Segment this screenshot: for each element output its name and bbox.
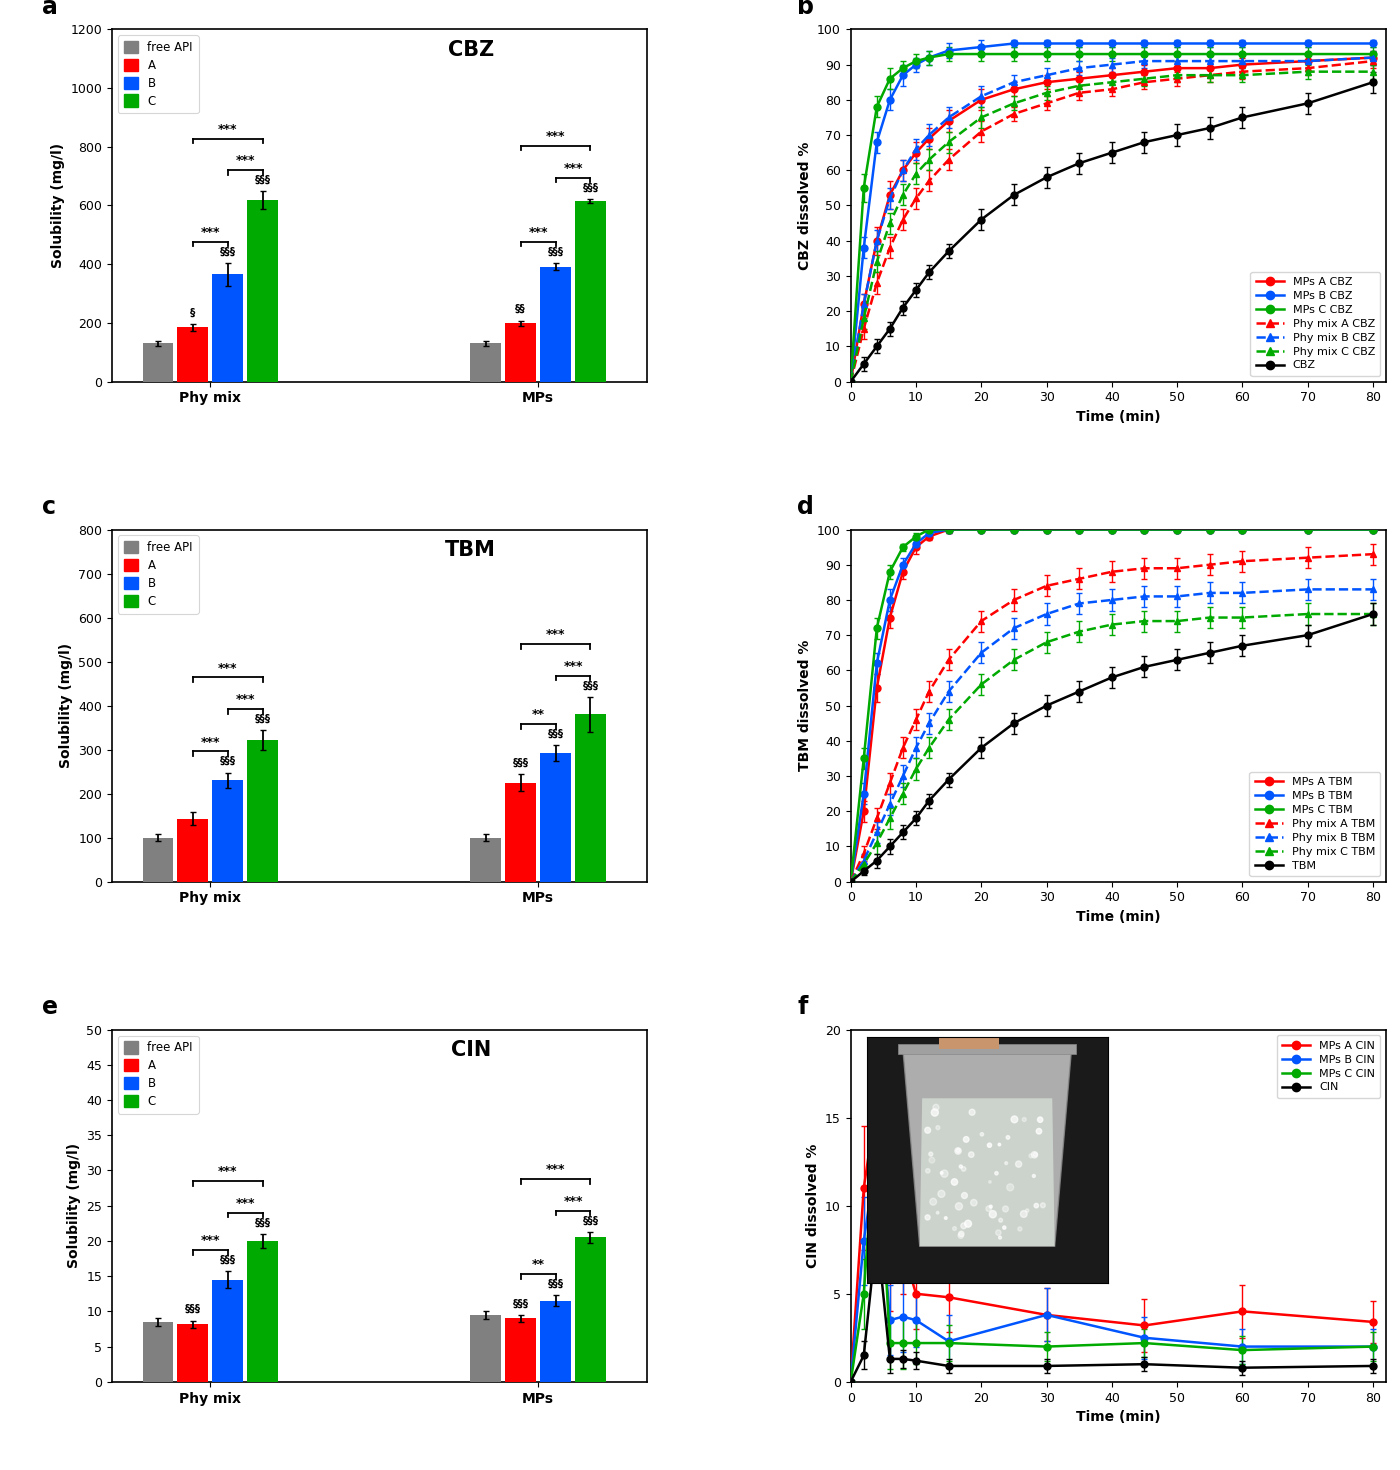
X-axis label: Time (min): Time (min) (1077, 910, 1161, 925)
Bar (540, 753, 571, 882)
Text: §§§: §§§ (547, 1279, 564, 1289)
Bar (248, 739, 279, 882)
Text: ***: *** (235, 154, 255, 168)
Bar (540, 266, 571, 382)
Bar (248, 1241, 279, 1382)
Text: a: a (42, 0, 59, 19)
Text: §§§: §§§ (255, 175, 270, 185)
Bar (178, 328, 209, 382)
Bar (470, 1314, 501, 1382)
Text: §§§: §§§ (220, 247, 235, 256)
Bar (575, 201, 606, 382)
Text: §§§: §§§ (512, 1298, 529, 1308)
Bar (470, 344, 501, 382)
Bar (505, 782, 536, 882)
Text: ***: *** (200, 735, 220, 748)
Text: ***: *** (200, 1235, 220, 1247)
Text: **: ** (532, 1258, 545, 1272)
Bar (575, 1238, 606, 1382)
Bar (248, 200, 279, 382)
Y-axis label: CIN dissolved %: CIN dissolved % (805, 1144, 819, 1269)
Bar (540, 1301, 571, 1382)
Text: ***: *** (235, 1197, 255, 1210)
Text: ***: *** (218, 662, 238, 675)
Text: §§§: §§§ (547, 729, 564, 739)
Text: §§§: §§§ (185, 1304, 202, 1314)
Text: ***: *** (235, 694, 255, 706)
Y-axis label: CBZ dissolved %: CBZ dissolved % (798, 141, 812, 269)
Y-axis label: Solubility (mg/l): Solubility (mg/l) (59, 642, 73, 769)
Text: **: ** (532, 709, 545, 722)
Bar (143, 344, 174, 382)
Text: ***: *** (200, 226, 220, 238)
Text: ***: *** (563, 162, 582, 175)
Text: §§§: §§§ (220, 1255, 235, 1264)
Bar (505, 1319, 536, 1382)
Bar (178, 819, 209, 882)
Legend: MPs A CBZ, MPs B CBZ, MPs C CBZ, Phy mix A CBZ, Phy mix B CBZ, Phy mix C CBZ, CB: MPs A CBZ, MPs B CBZ, MPs C CBZ, Phy mix… (1250, 272, 1380, 376)
Legend: free API, A, B, C: free API, A, B, C (118, 1035, 199, 1114)
X-axis label: Time (min): Time (min) (1077, 1410, 1161, 1424)
Text: §§§: §§§ (220, 756, 235, 766)
Text: b: b (797, 0, 815, 19)
Text: CIN: CIN (451, 1041, 491, 1060)
Text: ***: *** (546, 1163, 566, 1176)
Text: ***: *** (546, 131, 566, 143)
Text: CBZ: CBZ (448, 40, 494, 60)
Text: §§: §§ (515, 304, 526, 315)
Text: §§§: §§§ (255, 714, 270, 723)
Text: d: d (797, 495, 813, 519)
Y-axis label: Solubility (mg/l): Solubility (mg/l) (67, 1144, 81, 1269)
Bar (575, 714, 606, 882)
Text: §§§: §§§ (512, 757, 529, 767)
Y-axis label: TBM dissolved %: TBM dissolved % (798, 639, 812, 772)
Bar (213, 1280, 244, 1382)
Text: ***: *** (546, 628, 566, 641)
Text: §§§: §§§ (582, 1216, 599, 1226)
X-axis label: Time (min): Time (min) (1077, 410, 1161, 423)
Legend: MPs A CIN, MPs B CIN, MPs C CIN, CIN: MPs A CIN, MPs B CIN, MPs C CIN, CIN (1277, 1035, 1380, 1098)
Bar (178, 1324, 209, 1382)
Text: §§§: §§§ (582, 182, 599, 193)
Bar (143, 838, 174, 882)
Bar (470, 838, 501, 882)
Legend: MPs A TBM, MPs B TBM, MPs C TBM, Phy mix A TBM, Phy mix B TBM, Phy mix C TBM, TB: MPs A TBM, MPs B TBM, MPs C TBM, Phy mix… (1249, 772, 1380, 876)
Text: §: § (190, 307, 196, 318)
Text: ***: *** (563, 660, 582, 673)
Text: f: f (797, 995, 808, 1019)
Legend: free API, A, B, C: free API, A, B, C (118, 35, 199, 113)
Text: ***: *** (218, 123, 238, 135)
Text: e: e (42, 995, 59, 1019)
Text: §§§: §§§ (582, 681, 599, 691)
Legend: free API, A, B, C: free API, A, B, C (118, 535, 199, 613)
Bar (143, 1322, 174, 1382)
Text: §§§: §§§ (255, 1217, 270, 1227)
Bar (213, 275, 244, 382)
Bar (213, 781, 244, 882)
Text: ***: *** (528, 226, 547, 240)
Y-axis label: Solubility (mg/l): Solubility (mg/l) (50, 143, 64, 268)
Text: §§§: §§§ (547, 247, 564, 257)
Bar (505, 323, 536, 382)
Text: TBM: TBM (445, 539, 496, 560)
Text: ***: *** (563, 1195, 582, 1208)
Text: c: c (42, 495, 56, 519)
Text: ***: *** (218, 1166, 238, 1179)
